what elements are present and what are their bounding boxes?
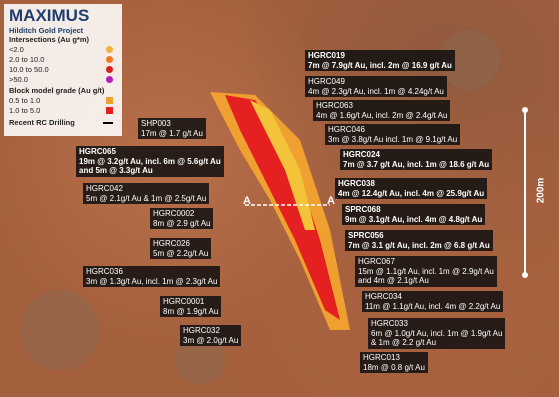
intercept: 15m @ 1.1g/t Au, incl. 1m @ 2.9g/t Au <box>358 266 494 276</box>
intercept: and 5m @ 3.3g/t Au <box>79 166 153 175</box>
logo: MAXIMUS <box>9 6 90 25</box>
intercept: 4m @ 12.4g/t Au, incl. 4m @ 25.9g/t Au <box>338 188 485 198</box>
intercept: 6m @ 1.0g/t Au, incl. 1m @ 1.9g/t Au <box>371 328 503 338</box>
intercept: 4m @ 2.3g/t Au, incl. 1m @ 4.24g/t Au <box>308 86 444 96</box>
hole-id: HGRC065 <box>79 147 116 156</box>
hole-id: HGRC033 <box>371 319 408 328</box>
callout: HGRC024 7m @ 3.7 g/t Au, incl. 1m @ 18.6 … <box>340 149 493 170</box>
intercept: 3m @ 3.8g/t Au incl. 1m @ 9.1g/t Au <box>328 134 458 144</box>
hole-id: HGRC024 <box>343 150 380 159</box>
callout: HGRC026 5m @ 2.2g/t Au <box>150 238 212 259</box>
hole-id: HGRC042 <box>86 184 123 193</box>
intercept: 18m @ 0.8 g/t Au <box>363 362 425 372</box>
section-label: A <box>243 195 251 207</box>
legend-label: 10.0 to 50.0 <box>9 65 49 74</box>
callout: HGRC013 18m @ 0.8 g/t Au <box>360 352 428 373</box>
hole-id: HGRC019 <box>308 51 345 60</box>
callout: HGRC032 3m @ 2.0g/t Au <box>180 325 242 346</box>
callout: SPRC068 9m @ 3.1g/t Au, incl. 4m @ 4.8g/t… <box>342 204 486 225</box>
legend-item: 2.0 to 10.0 <box>9 55 117 64</box>
hole-id: HGRC032 <box>183 326 220 335</box>
intercept: 17m @ 1.7 g/t Au <box>141 128 203 138</box>
intercept: 19m @ 3.2g/t Au, incl. 6m @ 5.6g/t Au <box>79 156 221 166</box>
legend-title: Intersections (Au g*m) <box>9 35 90 44</box>
legend-swatch <box>106 46 113 53</box>
callout: HGRC0002 8m @ 2.9 g/t Au <box>150 208 214 229</box>
hole-id: HGRC026 <box>153 239 190 248</box>
legend-item: Recent RC Drilling <box>9 118 117 127</box>
callout: HGRC065 19m @ 3.2g/t Au, incl. 6m @ 5.6g/… <box>76 146 224 177</box>
legend-swatch <box>106 56 113 63</box>
legend: MAXIMUS Hilditch Gold Project Intersecti… <box>4 4 122 136</box>
hole-id: SHP003 <box>141 119 171 128</box>
legend-swatch <box>106 76 113 83</box>
legend-title: Block model grade (Au g/t) <box>9 86 105 95</box>
callout: SPRC056 7m @ 3.1 g/t Au, incl. 2m @ 6.8 g… <box>345 230 493 251</box>
hole-id: HGRC038 <box>338 179 375 188</box>
legend-item: 0.5 to 1.0 <box>9 96 117 105</box>
hole-id: HGRC049 <box>308 77 345 86</box>
callout: HGRC049 4m @ 2.3g/t Au, incl. 1m @ 4.24g/… <box>305 76 447 97</box>
hole-id: HGRC067 <box>358 257 395 266</box>
callout: HGRC019 7m @ 7.9g/t Au, incl. 2m @ 16.9 g… <box>305 50 455 71</box>
legend-label: 0.5 to 1.0 <box>9 96 41 105</box>
intercept: 5m @ 2.1g/t Au & 1m @ 2.5g/t Au <box>86 193 207 203</box>
callout: HGRC063 4m @ 1.6g/t Au, incl. 2m @ 2.4g/t… <box>313 100 451 121</box>
legend-swatch <box>106 66 113 73</box>
intercept: 8m @ 2.9 g/t Au <box>153 218 211 228</box>
legend-swatch <box>106 107 113 114</box>
hole-id: SPRC056 <box>348 231 384 240</box>
intercept: 9m @ 3.1g/t Au, incl. 4m @ 4.8g/t Au <box>345 214 483 224</box>
intercept: & 1m @ 2.2 g/t Au <box>371 338 437 347</box>
scale-label: 200m <box>535 177 547 204</box>
legend-swatch <box>106 97 113 104</box>
intercept: 3m @ 1.3g/t Au, incl. 1m @ 2.3g/t Au <box>86 276 218 286</box>
callout: HGRC042 5m @ 2.1g/t Au & 1m @ 2.5g/t Au <box>83 183 210 204</box>
intercept: 7m @ 7.9g/t Au, incl. 2m @ 16.9 g/t Au <box>308 60 452 70</box>
intersection-list: <2.0 2.0 to 10.0 10.0 to 50.0 >50.0 <box>9 45 117 85</box>
legend-item: 10.0 to 50.0 <box>9 65 117 74</box>
legend-label: Recent RC Drilling <box>9 118 75 127</box>
section-label: A' <box>327 195 338 207</box>
legend-item: 1.0 to 5.0 <box>9 106 117 115</box>
intercept: 11m @ 1.1g/t Au, incl. 4m @ 2.2g/t Au <box>365 301 501 311</box>
intercept: 7m @ 3.7 g/t Au, incl. 1m @ 18.6 g/t Au <box>343 159 490 169</box>
intercept: 4m @ 1.6g/t Au, incl. 2m @ 2.4g/t Au <box>316 110 448 120</box>
intercept: and 4m @ 2.1g/t Au <box>358 276 429 285</box>
hole-id: SPRC068 <box>345 205 381 214</box>
project: Hilditch Gold Project <box>9 26 84 35</box>
callout: HGRC034 11m @ 1.1g/t Au, incl. 4m @ 2.2g/… <box>362 291 504 312</box>
hole-id: HGRC0002 <box>153 209 195 218</box>
hole-id: HGRC063 <box>316 101 353 110</box>
hole-id: HGRC013 <box>363 353 400 362</box>
hole-id: HGRC046 <box>328 125 365 134</box>
hole-id: HGRC036 <box>86 267 123 276</box>
legend-item: >50.0 <box>9 75 117 84</box>
callout: SHP003 17m @ 1.7 g/t Au <box>138 118 206 139</box>
callout: HGRC0001 8m @ 1.9g/t Au <box>160 296 222 317</box>
legend-label: 2.0 to 10.0 <box>9 55 45 64</box>
intercept: 3m @ 2.0g/t Au <box>183 335 239 345</box>
legend-label: >50.0 <box>9 75 28 84</box>
intercept: 5m @ 2.2g/t Au <box>153 248 209 258</box>
legend-label: <2.0 <box>9 45 24 54</box>
callout: HGRC038 4m @ 12.4g/t Au, incl. 4m @ 25.9g… <box>335 178 488 199</box>
callout: HGRC033 6m @ 1.0g/t Au, incl. 1m @ 1.9g/t… <box>368 318 506 349</box>
legend-label: 1.0 to 5.0 <box>9 106 41 115</box>
callout: HGRC036 3m @ 1.3g/t Au, incl. 1m @ 2.3g/t… <box>83 266 221 287</box>
intercept: 8m @ 1.9g/t Au <box>163 306 219 316</box>
block-list: 0.5 to 1.0 1.0 to 5.0 <box>9 96 117 116</box>
intercept: 7m @ 3.1 g/t Au, incl. 2m @ 6.8 g/t Au <box>348 240 490 250</box>
legend-item: <2.0 <box>9 45 117 54</box>
callout: HGRC067 15m @ 1.1g/t Au, incl. 1m @ 2.9g/… <box>355 256 497 287</box>
callout: HGRC046 3m @ 3.8g/t Au incl. 1m @ 9.1g/t … <box>325 124 461 145</box>
hole-id: HGRC034 <box>365 292 402 301</box>
hole-id: HGRC0001 <box>163 297 205 306</box>
